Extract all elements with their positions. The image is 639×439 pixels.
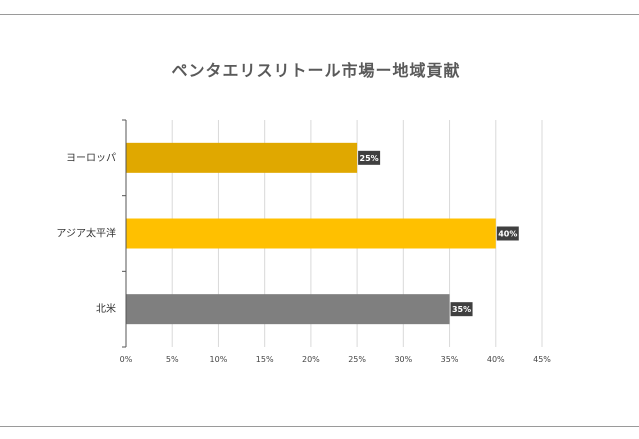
category-label: ヨーロッパ: [66, 152, 116, 164]
labels: 0% 5% 10% 15% 20% 25% 30% 35% 40% 45% ヨーロッパ 25% アジア太…: [56, 150, 551, 364]
top-divider: [0, 14, 639, 15]
bottom-divider: [0, 426, 639, 427]
category-label: アジア太平洋: [56, 227, 116, 240]
category-label: 北米: [96, 302, 116, 315]
data-label-2: 40%: [498, 230, 517, 239]
data-label-box-3: [450, 302, 473, 317]
x-tick-label: 5%: [166, 355, 179, 364]
x-tick-label: 40%: [487, 355, 505, 364]
bar-1: [126, 142, 358, 173]
x-tick-label: 30%: [394, 355, 412, 364]
data-label-3: 35%: [452, 305, 471, 314]
x-tick-label: 25%: [348, 355, 366, 364]
x-tick-label: 10%: [210, 355, 228, 364]
data-label-box-2: [496, 226, 519, 241]
x-tick-label: 35%: [441, 355, 459, 364]
axes: [122, 119, 127, 348]
data-label-1: 25%: [360, 154, 379, 163]
chart-title: ペンタエリスリトール市場ー地域貢献: [171, 61, 460, 80]
bar-3: [126, 294, 450, 325]
x-tick-label: 20%: [302, 355, 320, 364]
bars: [126, 142, 496, 325]
x-tick-label: 15%: [256, 355, 274, 364]
x-tick-label: 0%: [120, 355, 133, 364]
bar-2: [126, 218, 496, 249]
data-label-box-1: [358, 150, 381, 165]
x-tick-label: 45%: [533, 355, 551, 364]
